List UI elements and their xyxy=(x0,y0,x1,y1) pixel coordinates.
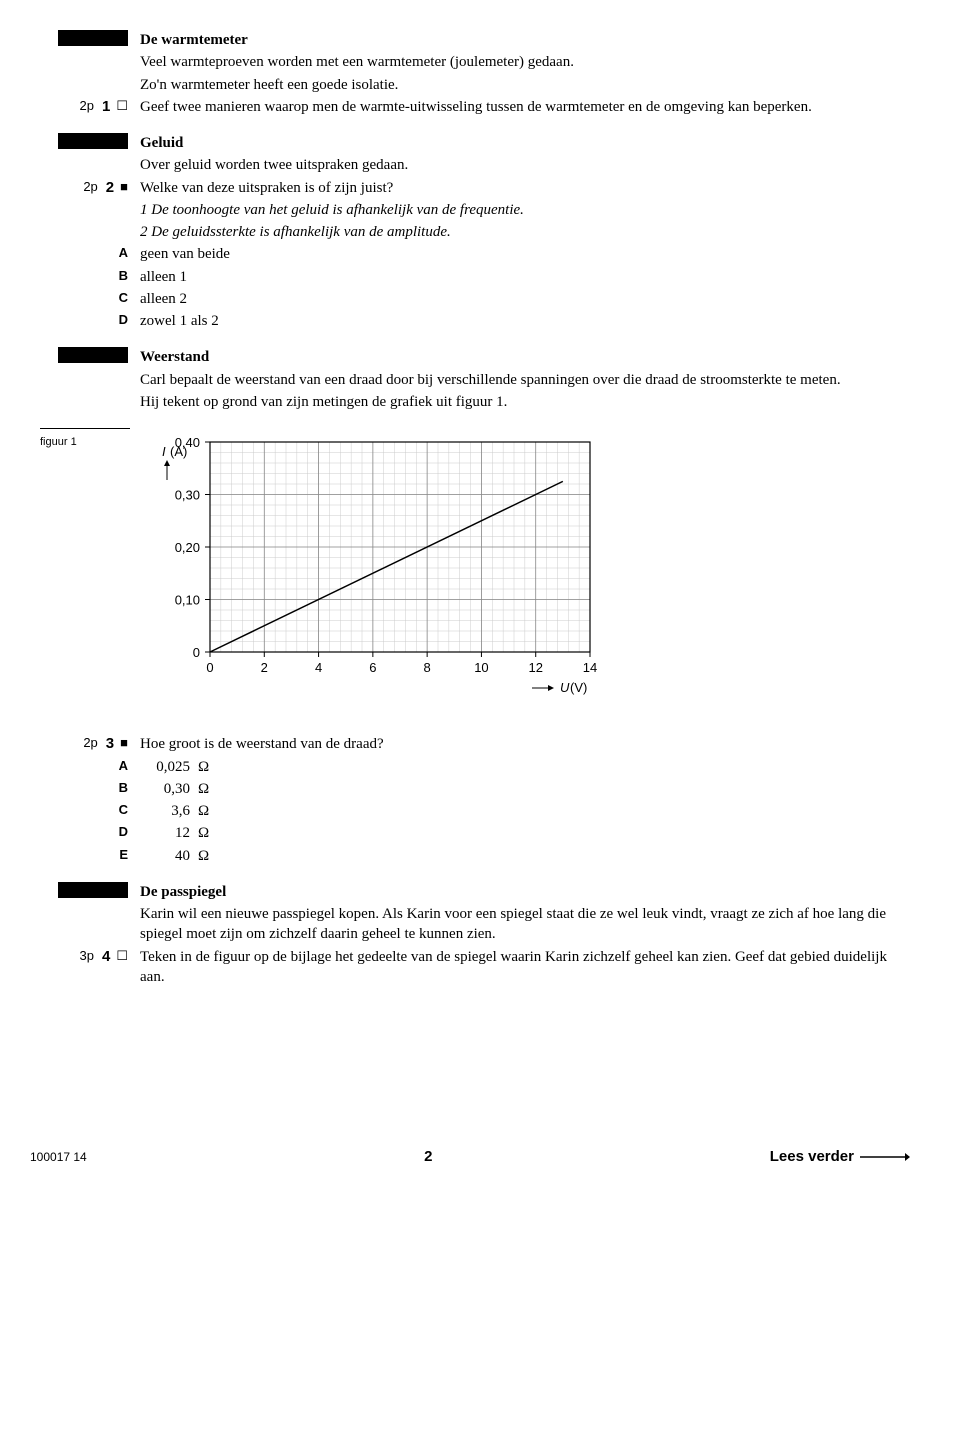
svg-text:0: 0 xyxy=(206,660,213,675)
q3-opt-unit: Ω xyxy=(198,779,209,799)
q3-opt-label: D xyxy=(119,823,128,841)
page-footer: 100017 14 2 Lees verder xyxy=(30,1147,910,1167)
q2-optD: zowel 1 als 2 xyxy=(140,311,910,331)
q1-points: 2p xyxy=(80,97,94,115)
q2-optA: geen van beide xyxy=(140,244,910,264)
q4-text: Teken in de figuur op de bijlage het ged… xyxy=(140,947,910,988)
section-bar xyxy=(58,133,128,149)
q1-text: Geef twee manieren waarop men de warmte-… xyxy=(140,97,910,117)
open-question-icon: ☐ xyxy=(116,947,128,965)
q3-text: Hoe groot is de weerstand van de draad? xyxy=(140,734,910,754)
q3-opt-value: 0,30 xyxy=(140,779,190,799)
section-bar xyxy=(58,882,128,898)
svg-text:(A): (A) xyxy=(170,444,187,459)
svg-text:10: 10 xyxy=(474,660,488,675)
svg-text:0,10: 0,10 xyxy=(175,593,200,608)
svg-text:0: 0 xyxy=(193,645,200,660)
sec3-title: Weerstand xyxy=(140,349,209,365)
section-bar xyxy=(58,347,128,363)
q3-opt: 0,30 Ω xyxy=(140,779,910,799)
mc-question-icon: ■ xyxy=(120,178,128,196)
sec5-p1: Karin wil een nieuwe passpiegel kopen. A… xyxy=(140,904,910,945)
q3-opt-unit: Ω xyxy=(198,757,209,777)
sec1-p1: Veel warmteproeven worden met een warmte… xyxy=(140,52,910,72)
q3-opt: 12 Ω xyxy=(140,823,910,843)
sec3-p1: Carl bepaalt de weerstand van een draad … xyxy=(140,370,910,390)
q2-optA-label: A xyxy=(119,244,128,262)
q3-opt-unit: Ω xyxy=(198,846,209,866)
q3-opt-value: 0,025 xyxy=(140,757,190,777)
q3-opt-label: A xyxy=(119,757,128,775)
svg-text:8: 8 xyxy=(424,660,431,675)
q3-opt-value: 12 xyxy=(140,823,190,843)
q4-number: 4 xyxy=(102,947,110,967)
figure-divider xyxy=(40,428,130,429)
q2-stmt2: 2 De geluidssterkte is afhankelijk van d… xyxy=(140,222,910,242)
svg-text:6: 6 xyxy=(369,660,376,675)
svg-text:U: U xyxy=(560,680,570,695)
svg-text:4: 4 xyxy=(315,660,322,675)
q3-opt-label: B xyxy=(119,779,128,797)
q3-opt: 3,6 Ω xyxy=(140,801,910,821)
q3-opt: 40 Ω xyxy=(140,846,910,866)
q2-stmt1: 1 De toonhoogte van het geluid is afhank… xyxy=(140,200,910,220)
svg-text:14: 14 xyxy=(583,660,597,675)
q2-text: Welke van deze uitspraken is of zijn jui… xyxy=(140,178,910,198)
q4-points: 3p xyxy=(80,947,94,965)
svg-text:(V): (V) xyxy=(570,680,587,695)
section-bar xyxy=(58,30,128,46)
footer-pagenum: 2 xyxy=(424,1147,432,1167)
q2-optB: alleen 1 xyxy=(140,267,910,287)
open-question-icon: ☐ xyxy=(116,97,128,115)
q2-optD-label: D xyxy=(119,311,128,329)
q3-number: 3 xyxy=(106,734,114,754)
chart-svg: 0246810121400,100,200,300,40I (A)U (V) xyxy=(140,432,610,702)
arrow-right-icon xyxy=(860,1151,910,1163)
figure-label: figuur 1 xyxy=(40,431,77,450)
q3-opt-unit: Ω xyxy=(198,801,209,821)
q3-opt-value: 40 xyxy=(140,846,190,866)
q2-points: 2p xyxy=(83,178,97,196)
q3-opt-label: C xyxy=(119,801,128,819)
chart-figure-1: 0246810121400,100,200,300,40I (A)U (V) xyxy=(140,432,910,708)
q2-optB-label: B xyxy=(119,267,128,285)
svg-text:0,30: 0,30 xyxy=(175,488,200,503)
q2-optC: alleen 2 xyxy=(140,289,910,309)
q3-points: 2p xyxy=(83,734,97,752)
sec1-title: De warmtemeter xyxy=(140,32,248,48)
svg-text:0,20: 0,20 xyxy=(175,540,200,555)
sec2-p1: Over geluid worden twee uitspraken gedaa… xyxy=(140,155,910,175)
q3-opt-value: 3,6 xyxy=(140,801,190,821)
q2-optC-label: C xyxy=(119,289,128,307)
q2-number: 2 xyxy=(106,178,114,198)
svg-text:I: I xyxy=(162,444,166,459)
sec5-title: De passpiegel xyxy=(140,884,226,900)
footer-continue: Lees verder xyxy=(770,1147,854,1167)
sec1-p2: Zo'n warmtemeter heeft een goede isolati… xyxy=(140,75,910,95)
svg-text:2: 2 xyxy=(261,660,268,675)
q3-opt-label: E xyxy=(119,846,128,864)
footer-docid: 100017 14 xyxy=(30,1149,87,1165)
sec2-title: Geluid xyxy=(140,135,183,151)
q3-opt: 0,025 Ω xyxy=(140,757,910,777)
q3-opt-unit: Ω xyxy=(198,823,209,843)
mc-question-icon: ■ xyxy=(120,734,128,752)
sec3-p2: Hij tekent op grond van zijn metingen de… xyxy=(140,392,910,412)
q1-number: 1 xyxy=(102,97,110,117)
svg-text:12: 12 xyxy=(528,660,542,675)
